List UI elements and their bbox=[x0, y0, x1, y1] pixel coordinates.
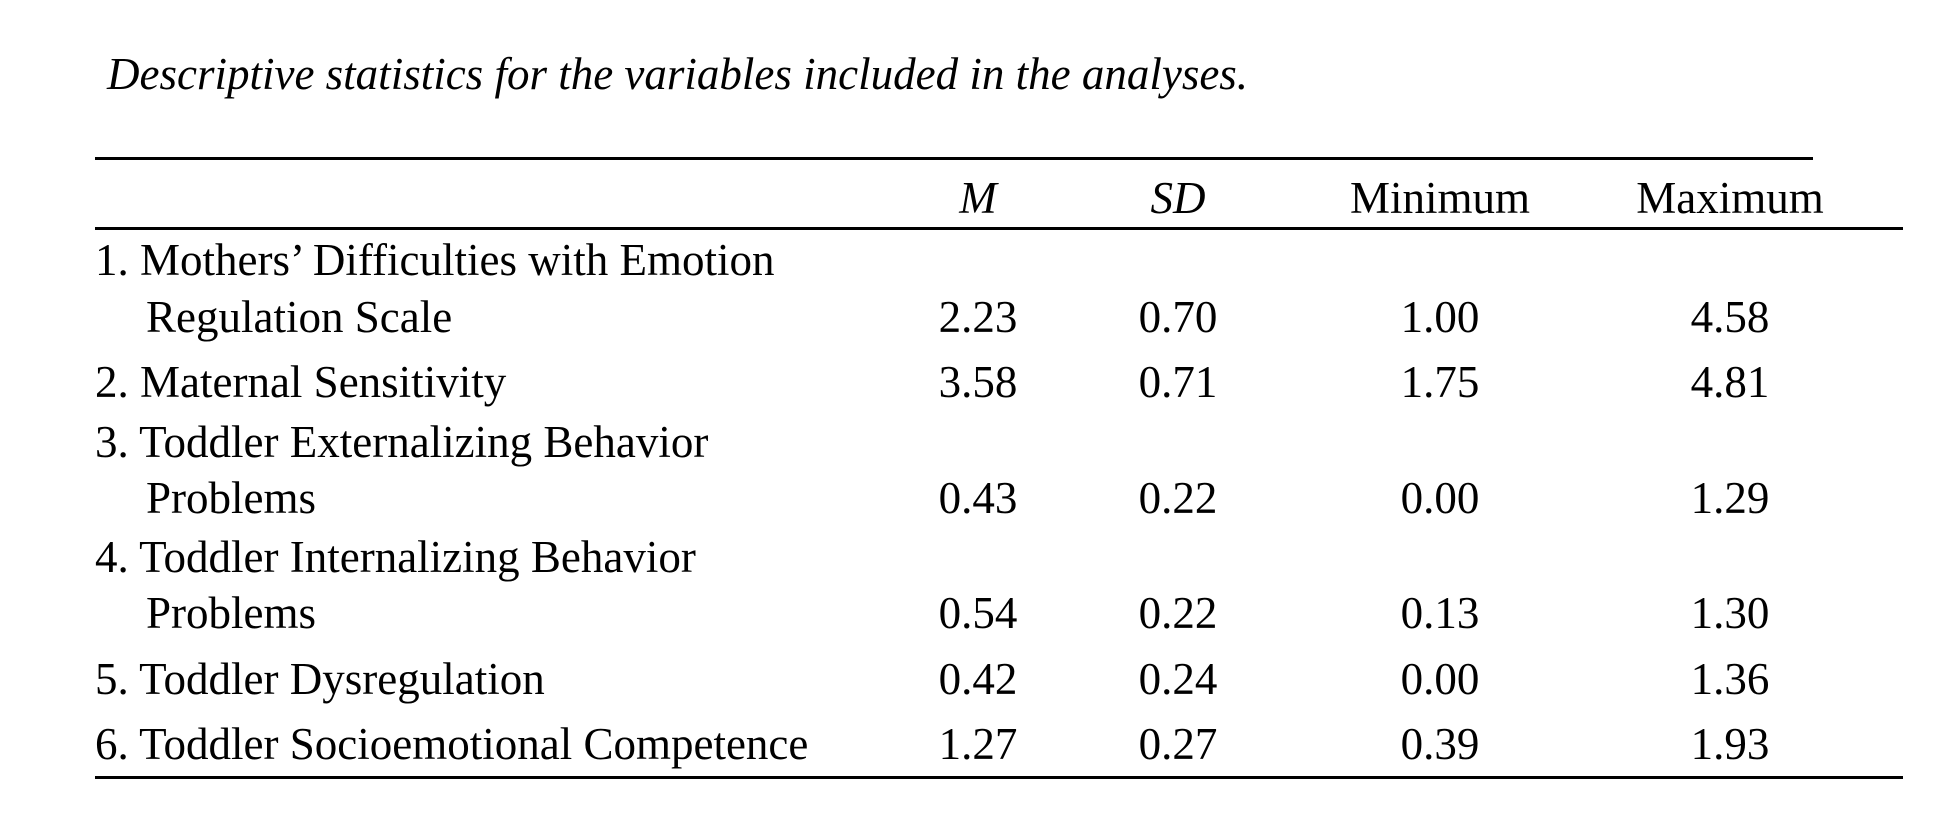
row-1-minimum: 1.00 bbox=[1400, 292, 1480, 342]
row-3-minimum: 0.00 bbox=[1400, 473, 1480, 523]
bottom-rule bbox=[95, 776, 1903, 779]
row-5-minimum: 0.00 bbox=[1400, 654, 1480, 704]
row-4-minimum: 0.13 bbox=[1400, 588, 1480, 638]
row-1-maximum: 4.58 bbox=[1690, 292, 1770, 342]
row-2-label-line1: 2. Maternal Sensitivity bbox=[95, 357, 507, 407]
row-2-m: 3.58 bbox=[938, 357, 1018, 407]
row-3-sd: 0.22 bbox=[1138, 473, 1218, 523]
row-1-label-line1: 1. Mothers’ Difficulties with Emotion bbox=[95, 235, 775, 285]
row-6-maximum: 1.93 bbox=[1690, 719, 1770, 769]
row-3-label-line2: Problems bbox=[146, 473, 317, 523]
row-6-m: 1.27 bbox=[938, 719, 1018, 769]
row-5-label-line1: 5. Toddler Dysregulation bbox=[95, 654, 545, 704]
row-3-label-line1: 3. Toddler Externalizing Behavior bbox=[95, 417, 709, 467]
column-header-sd: SD bbox=[1150, 173, 1206, 223]
column-header-minimum: Minimum bbox=[1349, 173, 1531, 223]
row-6-label-line1: 6. Toddler Socioemotional Competence bbox=[95, 719, 809, 769]
row-2-sd: 0.71 bbox=[1138, 357, 1218, 407]
header-rule bbox=[95, 227, 1903, 230]
table-caption: Descriptive statistics for the variables… bbox=[107, 49, 1249, 99]
column-header-m: M bbox=[959, 173, 997, 223]
row-1-m: 2.23 bbox=[938, 292, 1018, 342]
row-4-maximum: 1.30 bbox=[1690, 588, 1770, 638]
row-4-sd: 0.22 bbox=[1138, 588, 1218, 638]
row-5-sd: 0.24 bbox=[1138, 654, 1218, 704]
row-3-maximum: 1.29 bbox=[1690, 473, 1770, 523]
column-header-maximum: Maximum bbox=[1636, 173, 1824, 223]
top-rule bbox=[95, 157, 1813, 160]
row-4-m: 0.54 bbox=[938, 588, 1018, 638]
row-5-m: 0.42 bbox=[938, 654, 1018, 704]
row-6-minimum: 0.39 bbox=[1400, 719, 1480, 769]
row-3-m: 0.43 bbox=[938, 473, 1018, 523]
row-6-sd: 0.27 bbox=[1138, 719, 1218, 769]
row-4-label-line2: Problems bbox=[146, 588, 317, 638]
row-5-maximum: 1.36 bbox=[1690, 654, 1770, 704]
row-1-label-line2: Regulation Scale bbox=[146, 292, 453, 342]
row-4-label-line1: 4. Toddler Internalizing Behavior bbox=[95, 532, 696, 582]
row-2-maximum: 4.81 bbox=[1690, 357, 1770, 407]
row-1-sd: 0.70 bbox=[1138, 292, 1218, 342]
row-2-minimum: 1.75 bbox=[1400, 357, 1480, 407]
